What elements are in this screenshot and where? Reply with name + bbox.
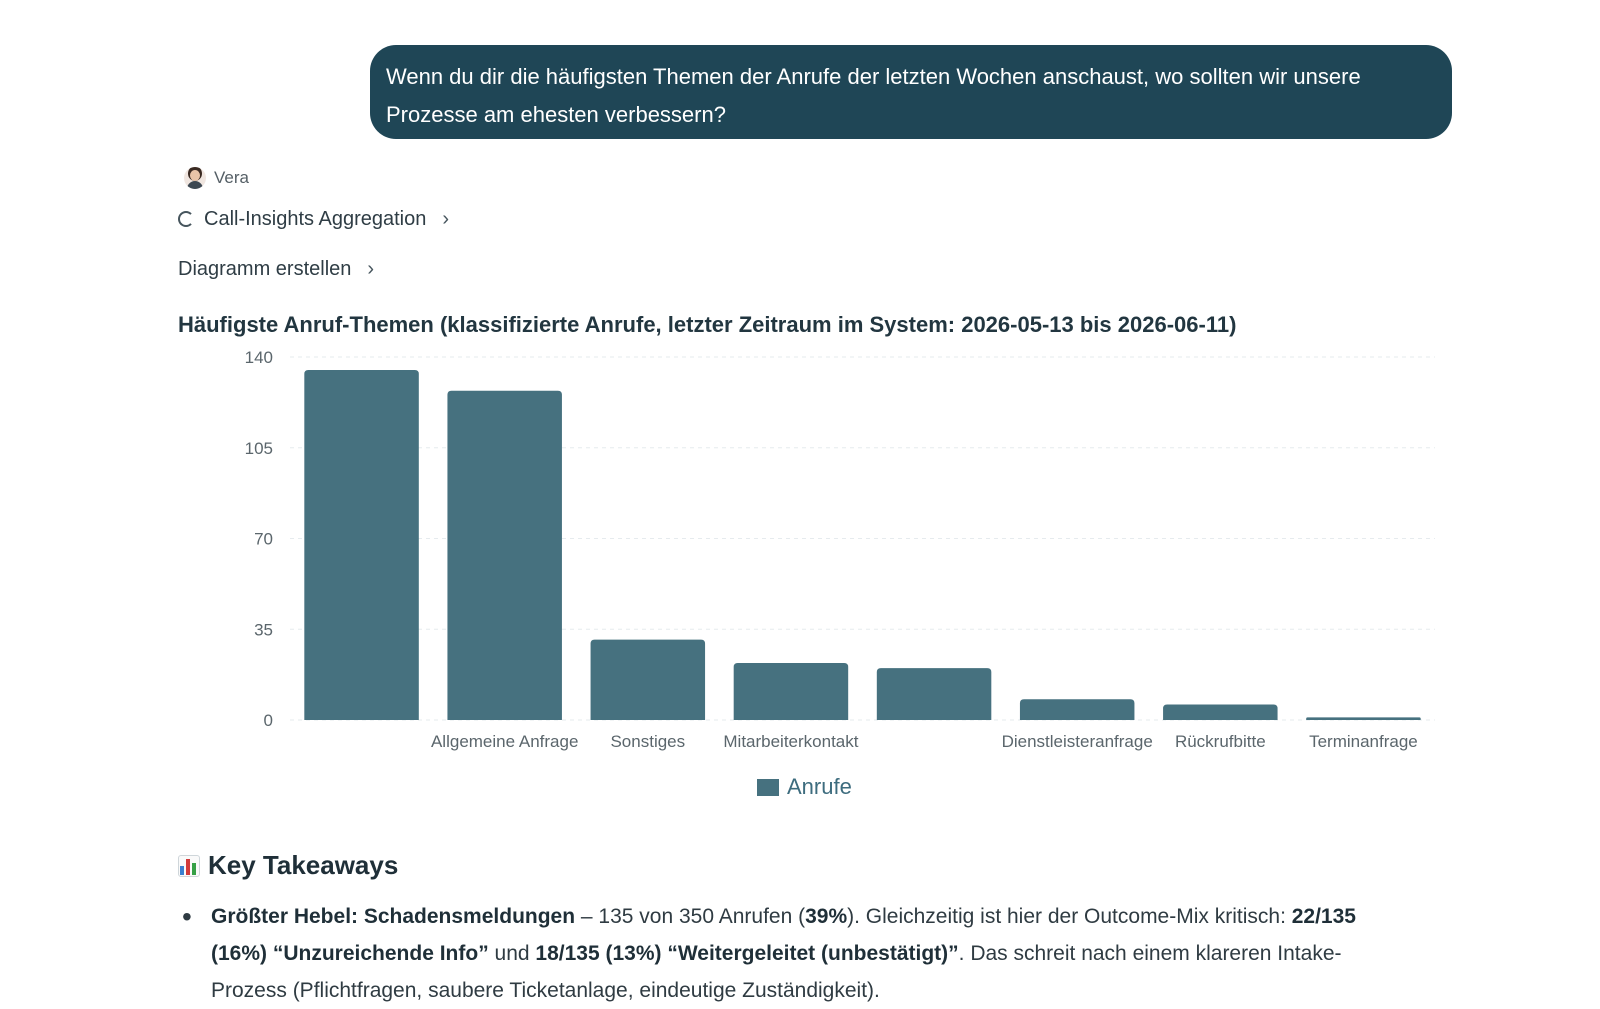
chevron-right-icon: › [367,257,375,280]
legend-swatch [757,778,779,796]
bullet: • [182,901,192,932]
y-tick-label: 140 [245,348,273,367]
bar[interactable] [590,639,706,720]
chart-title: Häufigste Anruf-Themen (klassifizierte A… [178,312,1237,337]
assistant-author: Vera [184,164,249,192]
y-tick-label: 70 [254,530,273,549]
bar[interactable] [733,662,849,720]
x-tick-label: Terminanfrage [1309,732,1418,751]
assistant-name: Vera [214,168,249,187]
diagram-step-label: Diagramm erstellen [178,257,352,280]
takeaway-text-2: ). Gleichzeitig ist hier der Outcome-Mix… [847,905,1292,928]
bar[interactable] [304,369,419,720]
bar[interactable] [447,390,562,720]
x-tick-label: Dienstleisteranfrage [1002,732,1153,751]
takeaway-stat-1: 22/135 (16%) “Unzureichende Info” [211,905,1356,965]
legend-label: Anrufe [787,774,852,799]
y-tick-label: 105 [245,439,273,458]
chart-ticks: 0 35 70 105 140 Allgemeine Anfrage Sonstiges Mi… [245,348,1418,751]
takeaway-text-4: . Das schreit nach einem klareren Intake… [211,942,1342,1002]
chart-bars [304,369,1421,720]
takeaway-lead: Größter Hebel: Schadensmeldungen [211,905,576,928]
x-tick-label: Allgemeine Anfrage [431,732,578,751]
takeaway-stat-2: 18/135 (13%) “Weitergeleitet (unbestätig… [535,942,959,965]
bar[interactable] [1163,704,1278,720]
chevron-right-icon: › [442,207,450,230]
key-takeaways-heading: Key Takeaways [178,850,398,881]
bar[interactable] [876,668,992,720]
loading-spinner-icon [178,211,194,227]
tool-step-call-insights[interactable]: Call-Insights Aggregation › [178,205,449,233]
y-tick-label: 35 [254,620,273,639]
x-tick-label: Mitarbeiterkontakt [723,732,858,751]
bar[interactable] [1019,699,1135,720]
takeaway-text: Größter Hebel: Schadensmeldungen – 135 v… [211,898,1392,1009]
takeaway-text-3: und [488,942,536,965]
bar[interactable] [1306,717,1421,720]
assistant-avatar [184,167,206,189]
tool-step-diagram[interactable]: Diagramm erstellen › [178,255,374,283]
user-message-bubble: Wenn du dir die häufigsten Themen der An… [370,45,1452,139]
bar-chart-icon [178,854,200,877]
user-message-text: Wenn du dir die häufigsten Themen der An… [386,64,1361,127]
y-tick-label: 0 [264,711,273,730]
takeaway-text-1: – 135 von 350 Anrufen ( [575,905,806,928]
x-tick-label: Sonstiges [610,732,685,751]
x-tick-label: Rückrufbitte [1175,732,1266,751]
takeaway-item: • Größter Hebel: Schadensmeldungen – 135… [182,898,1392,1009]
chart-legend: Anrufe [757,774,852,800]
tool-step-label: Call-Insights Aggregation [204,207,427,230]
takeaway-percent: 39% [805,905,848,928]
key-takeaways-title: Key Takeaways [208,850,399,880]
